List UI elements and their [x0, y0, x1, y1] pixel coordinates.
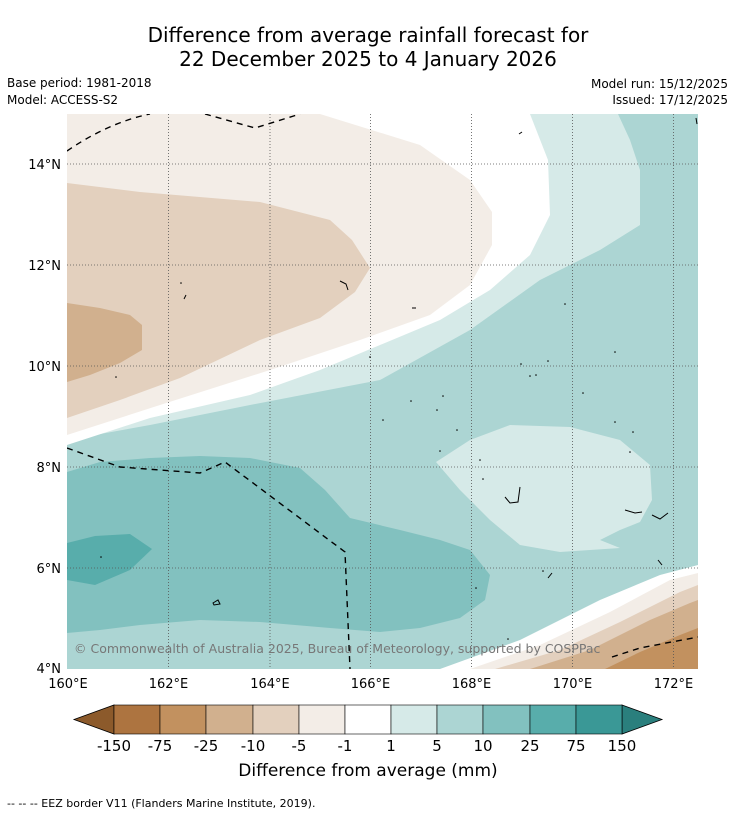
base-period: Base period: 1981-2018 [7, 76, 152, 90]
lon-tick-label: 172°E [654, 677, 694, 692]
map-title-line1: Difference from average rainfall forecas… [147, 23, 589, 47]
colorbar-tick-label: 150 [608, 737, 637, 755]
colorbar-swatch [298, 704, 346, 735]
islands [183, 117, 698, 606]
colorbar-swatch [390, 704, 438, 735]
map-title-line2: 22 December 2025 to 4 January 2026 [179, 47, 557, 71]
issued-date: Issued: 17/12/2025 [612, 93, 728, 107]
lat-tick-label: 14°N [28, 158, 61, 173]
contour-layer [67, 114, 698, 669]
lat-tick-label: 10°N [28, 360, 61, 375]
lat-tick-label: 6°N [37, 562, 62, 577]
model-run: Model run: 15/12/2025 [590, 77, 728, 91]
colorbar-swatch [575, 704, 623, 735]
colorbar-swatch [205, 704, 254, 735]
colorbar-tick-label: 1 [386, 737, 396, 755]
lon-axis-labels: 160°E 162°E 164°E 166°E 168°E 170°E 172°… [48, 677, 693, 692]
island-dots [100, 282, 634, 640]
colorbar-extend-low [72, 704, 115, 735]
lon-tick-label: 162°E [149, 677, 189, 692]
colorbar-tick-label: -10 [241, 737, 266, 755]
colorbar-tick-label: -150 [97, 737, 131, 755]
contour-se-minus75-to-minus25 [605, 628, 698, 669]
colorbar-swatch [529, 704, 577, 735]
model-name: Model: ACCESS-S2 [7, 93, 119, 107]
colorbar-swatch [113, 704, 161, 735]
contour-minus10-to-minus5 [67, 183, 370, 418]
lon-tick-label: 168°E [452, 677, 492, 692]
colorbar-swatch [344, 704, 392, 735]
colorbar-tick-label: -5 [292, 737, 307, 755]
colorbar-tick-label: 75 [566, 737, 585, 755]
contour-10-to-25 [67, 456, 490, 633]
graticule [67, 114, 698, 669]
colorbar-tick-label: 25 [520, 737, 539, 755]
colorbar-swatch [252, 704, 300, 735]
eez-border [67, 114, 698, 669]
colorbar-tick-label: 10 [473, 737, 492, 755]
colorbar: -150 -75 -25 -10 -5 -1 1 5 10 25 75 150 [72, 704, 664, 755]
lat-tick-label: 4°N [37, 662, 62, 677]
colorbar-extend-high [621, 704, 664, 735]
contour-1-to-5-pocket [436, 425, 652, 552]
copyright-text: © Commonwealth of Australia 2025, Bureau… [74, 641, 600, 656]
contour-25-to-75 [67, 534, 152, 585]
colorbar-tick-label: -1 [338, 737, 353, 755]
eez-legend: -- -- -- EEZ border V11 (Flanders Marine… [7, 797, 315, 810]
lon-tick-label: 160°E [48, 677, 88, 692]
colorbar-swatch [159, 704, 207, 735]
colorbar-title: Difference from average (mm) [238, 761, 498, 781]
eez-legend-text: -- -- -- EEZ border V11 (Flanders Marine… [7, 797, 316, 810]
colorbar-swatch [436, 704, 484, 735]
lon-tick-label: 170°E [553, 677, 593, 692]
colorbar-swatch [482, 704, 531, 735]
lat-tick-label: 8°N [37, 461, 62, 476]
lon-tick-label: 164°E [250, 677, 290, 692]
contour-minus25-to-minus10 [67, 303, 142, 382]
colorbar-tick-label: 5 [432, 737, 442, 755]
colorbar-tick-label: -25 [194, 737, 219, 755]
lon-tick-label: 166°E [351, 677, 391, 692]
colorbar-tick-label: -75 [148, 737, 173, 755]
lat-axis-labels: 4°N 6°N 8°N 10°N 12°N 14°N [28, 158, 61, 677]
lat-tick-label: 12°N [28, 259, 61, 274]
